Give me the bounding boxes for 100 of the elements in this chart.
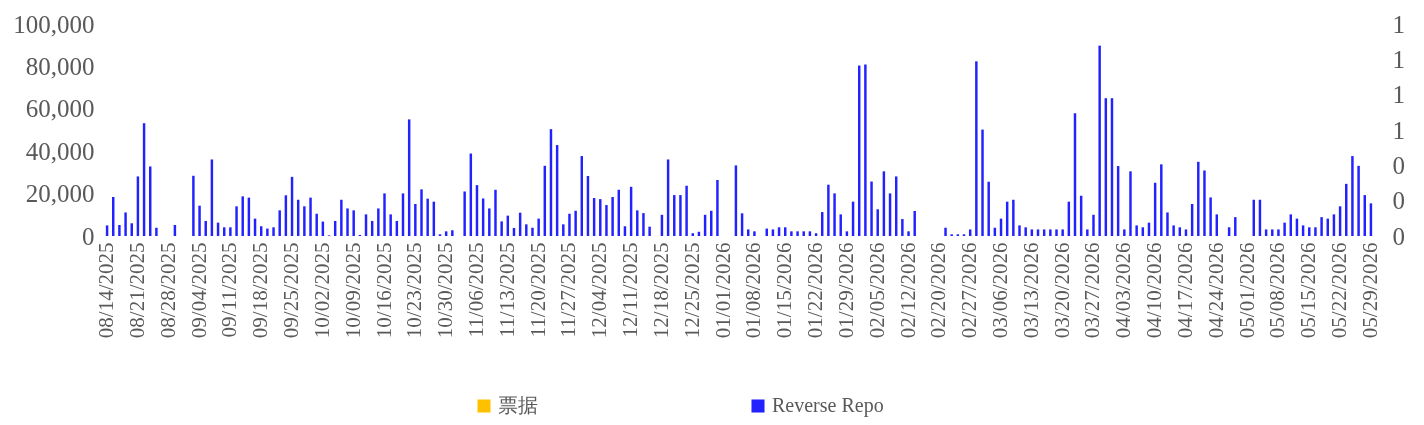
bar [155,227,158,236]
bar [389,214,392,236]
y2-tick-label: 1 [1392,10,1405,38]
y-tick-label: 80,000 [25,52,95,80]
bar [913,210,916,236]
bar [796,231,799,236]
bar [827,184,830,236]
bar [907,231,910,236]
bar [1320,217,1323,236]
x-tick-label: 10/09/2025 [340,242,365,339]
bar [716,180,719,236]
bar [901,219,904,236]
bar [599,199,602,236]
bar [870,181,873,236]
x-tick-label: 11/27/2025 [556,242,581,338]
x-tick-label: 04/10/2026 [1142,242,1167,339]
bar [1166,212,1169,236]
bar [1055,229,1058,236]
x-tick-label: 11/06/2025 [463,242,488,338]
x-tick-label: 10/23/2025 [402,242,427,339]
bar [1061,229,1064,236]
y-tick-label: 40,000 [25,137,95,165]
bar [352,210,355,236]
x-tick-label: 08/21/2025 [124,242,149,339]
x-tick-label: 01/01/2026 [710,242,735,339]
bar [1098,45,1101,236]
y2-tick-label: 1 [1392,116,1405,144]
bar [235,206,238,236]
x-tick-label: 02/20/2026 [926,242,951,339]
bar [1277,229,1280,236]
bar [753,231,756,236]
bar [574,210,577,236]
bar [377,208,380,236]
x-tick-label: 05/29/2026 [1357,242,1382,339]
bar [864,64,867,236]
bar [346,208,349,236]
bar [272,227,275,236]
bar [241,196,244,236]
bar [426,198,429,236]
x-tick-label: 04/17/2026 [1172,242,1197,339]
bar [278,210,281,236]
x-tick-label: 08/14/2025 [94,242,119,339]
bar [1357,165,1360,236]
bar [1283,222,1286,236]
bar [981,129,984,236]
x-tick-label: 01/29/2026 [833,242,858,339]
bar [611,196,614,236]
y2-tick-label: 0 [1392,151,1405,179]
bar [451,230,454,236]
bar [1351,156,1354,236]
bar [1049,229,1052,236]
bar [1092,214,1095,236]
bar [488,208,491,236]
bar [118,224,121,236]
bar [944,227,947,236]
x-tick-label: 01/22/2026 [803,242,828,339]
bar [1135,225,1138,236]
x-tick-label: 05/01/2026 [1234,242,1259,339]
bar [340,199,343,236]
bar [562,224,565,236]
bar [1123,229,1126,236]
legend-label: 票据 [498,394,538,416]
x-tick-label: 09/18/2025 [248,242,273,339]
bar [494,189,497,236]
x-tick-label: 11/20/2025 [525,242,550,338]
x-tick-label: 04/24/2026 [1203,242,1228,339]
bar [1160,164,1163,236]
bar [1024,227,1027,236]
x-tick-label: 03/27/2026 [1080,242,1105,339]
bar [124,212,127,236]
bar [1012,199,1015,236]
bar [679,195,682,236]
bar [1086,229,1089,236]
bar [204,220,207,236]
bar [309,197,312,236]
x-tick-label: 09/04/2025 [186,242,211,339]
bar [500,221,503,236]
bar [1234,217,1237,236]
bar [192,175,195,236]
x-tick-label: 08/28/2025 [155,242,180,339]
x-tick-label: 12/11/2025 [618,242,643,338]
x-tick-label: 09/25/2025 [279,242,304,339]
y2-tick-label: 1 [1392,45,1405,73]
bar [636,210,639,236]
x-tick-label: 11/13/2025 [494,242,519,338]
bar [414,203,417,236]
bar [568,213,571,236]
x-tick-label: 10/16/2025 [371,242,396,339]
x-tick-label: 10/02/2025 [309,242,334,339]
x-tick-label: 05/08/2026 [1265,242,1290,339]
y-tick-label: 20,000 [25,180,95,208]
bar [685,185,688,236]
x-tick-label: 05/15/2026 [1296,242,1321,339]
bar [1209,197,1212,236]
x-tick-label: 01/08/2026 [741,242,766,339]
x-tick-label: 10/30/2025 [433,242,458,339]
bar [1308,227,1311,236]
bar [198,205,201,236]
bar [642,213,645,236]
y-tick-label: 0 [82,222,95,250]
